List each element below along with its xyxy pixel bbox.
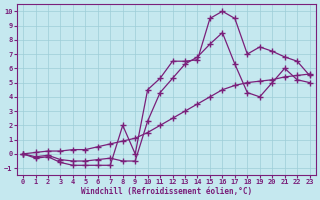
X-axis label: Windchill (Refroidissement éolien,°C): Windchill (Refroidissement éolien,°C) — [81, 187, 252, 196]
